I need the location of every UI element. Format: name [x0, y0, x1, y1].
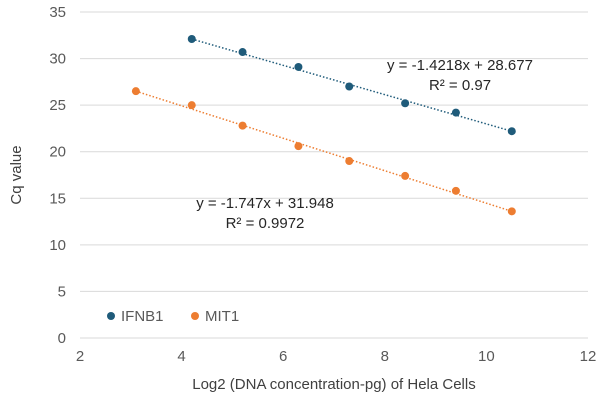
y-tick-label: 20 — [49, 144, 66, 161]
point-ifnb1 — [345, 82, 354, 91]
point-ifnb1 — [238, 48, 247, 57]
gridlines — [80, 11, 588, 339]
y-tick-label: 15 — [49, 190, 66, 207]
point-ifnb1 — [187, 35, 196, 44]
x-tick-label: 4 — [177, 348, 185, 365]
x-tick-label: 8 — [381, 348, 389, 365]
x-tick-label: 6 — [279, 348, 287, 365]
mit1-r2: R² = 0.9972 — [226, 215, 305, 232]
point-mit1 — [507, 207, 516, 216]
legend-marker-mit1 — [191, 312, 199, 320]
point-mit1 — [345, 157, 354, 166]
y-tick-label: 0 — [58, 330, 66, 347]
y-tick-label: 30 — [49, 51, 66, 68]
point-mit1 — [187, 101, 196, 110]
point-ifnb1 — [451, 108, 460, 117]
y-axis-label: Cq value — [8, 145, 25, 204]
point-ifnb1 — [401, 99, 410, 108]
data-points — [131, 35, 516, 216]
legend: IFNB1 MIT1 — [107, 308, 239, 325]
point-mit1 — [294, 142, 303, 151]
trendline-ifnb1 — [191, 38, 513, 132]
trendline-mit1 — [135, 90, 513, 213]
ifnb1-equation: y = -1.4218x + 28.677 — [387, 57, 533, 74]
legend-marker-ifnb1 — [107, 312, 115, 320]
point-ifnb1 — [507, 127, 516, 136]
point-mit1 — [238, 121, 247, 130]
x-tick-label: 10 — [478, 348, 495, 365]
y-tick-label: 35 — [49, 4, 66, 21]
ifnb1-r2: R² = 0.97 — [429, 77, 491, 94]
point-mit1 — [401, 171, 410, 180]
legend-label-ifnb1: IFNB1 — [121, 308, 164, 325]
legend-label-mit1: MIT1 — [205, 308, 239, 325]
y-tick-label: 25 — [49, 97, 66, 114]
point-mit1 — [451, 186, 460, 195]
x-axis-label: Log2 (DNA concentration-pg) of Hela Cell… — [192, 376, 475, 393]
x-tick-label: 2 — [76, 348, 84, 365]
y-tick-label: 10 — [49, 237, 66, 254]
point-mit1 — [131, 87, 140, 96]
mit1-equation: y = -1.747x + 31.948 — [196, 195, 334, 212]
x-tick-label: 12 — [580, 348, 597, 365]
y-tick-label: 5 — [58, 283, 66, 300]
tick-labels: 0 5 10 15 20 25 30 35 2 4 6 8 10 12 — [49, 4, 596, 365]
point-ifnb1 — [294, 62, 303, 71]
trendlines — [135, 38, 513, 213]
